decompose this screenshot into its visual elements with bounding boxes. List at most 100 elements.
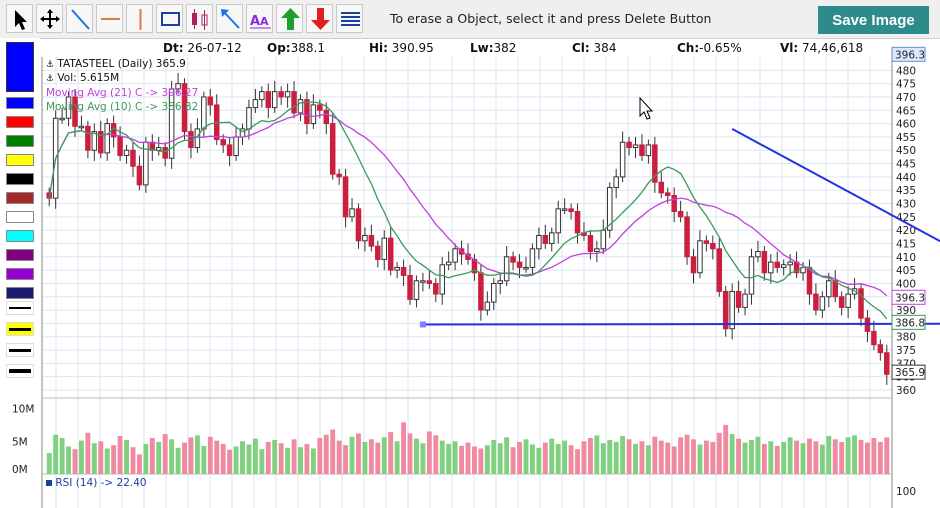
- volume-bar: [407, 433, 413, 474]
- candle-body: [445, 261, 452, 266]
- rectangle-tool[interactable]: [156, 4, 183, 33]
- volume-bar: [633, 443, 638, 474]
- volume-bar: [826, 436, 832, 474]
- volume-bar: [607, 439, 613, 474]
- volume-bar: [201, 445, 207, 474]
- volume-bar: [46, 453, 52, 474]
- volume-bar: [214, 440, 220, 474]
- horizontal-line-icon: [101, 18, 120, 20]
- volume-bar: [298, 447, 303, 474]
- volume-bar: [562, 440, 568, 474]
- color-swatch[interactable]: [6, 268, 34, 280]
- candle-body: [278, 91, 284, 98]
- line-style-thick-black[interactable]: [6, 364, 34, 378]
- volume-bar: [85, 432, 91, 474]
- volume-bar: [761, 443, 767, 474]
- color-swatch[interactable]: [6, 287, 34, 299]
- price-tick-label: 415: [896, 238, 916, 250]
- candle-body: [626, 141, 632, 149]
- color-swatch[interactable]: [6, 97, 34, 109]
- volume-bar: [207, 436, 213, 474]
- price-badge-top: 396.3: [895, 49, 925, 61]
- volume-bar: [53, 434, 59, 474]
- candle-body: [645, 144, 652, 157]
- volume-bar: [600, 443, 606, 474]
- save-image-button[interactable]: Save Image: [818, 6, 929, 34]
- line-style-medium-black[interactable]: [6, 343, 34, 357]
- ohlc-info-bar: Dt: 26-07-12 Op:388.1 Hi: 390.95 Lw:382 …: [160, 40, 890, 57]
- volume-bar: [742, 442, 748, 474]
- volume-bar: [310, 448, 316, 474]
- up-arrow-tool[interactable]: [276, 4, 303, 33]
- line-style-thin-black[interactable]: [6, 301, 34, 315]
- horizontal-line-tool[interactable]: [96, 4, 123, 33]
- volume-bar: [66, 446, 71, 474]
- color-swatch[interactable]: [6, 192, 34, 204]
- price-tick-label: 420: [896, 225, 916, 237]
- arrow-line-tool[interactable]: [216, 4, 243, 33]
- legend-rsi: RSI (14) -> 22.40: [46, 477, 147, 489]
- line-style-thick-yellow[interactable]: [6, 322, 34, 336]
- volume-bar: [555, 443, 561, 474]
- volume-bar: [865, 442, 870, 474]
- volume-bar: [884, 437, 890, 474]
- volume-bar: [645, 445, 651, 474]
- volume-bar: [877, 441, 883, 474]
- color-swatch[interactable]: [6, 173, 34, 185]
- candle-body: [336, 173, 342, 178]
- color-swatch[interactable]: [6, 211, 34, 223]
- candle-body: [510, 256, 516, 263]
- legend-volume: ⚓ Vol: 5.615M: [46, 72, 120, 84]
- volume-bar: [59, 438, 65, 474]
- candle-body: [703, 240, 710, 244]
- volume-bar: [529, 444, 535, 474]
- volume-bar: [729, 434, 735, 474]
- color-palette: [0, 38, 40, 508]
- candle-body: [710, 242, 716, 250]
- candle-tool[interactable]: [186, 4, 213, 33]
- trendline-tool[interactable]: [66, 4, 93, 33]
- pointer-tool[interactable]: [6, 4, 33, 33]
- rectangle-icon: [161, 12, 180, 26]
- fibonacci-tool[interactable]: [336, 4, 363, 33]
- volume-bar: [626, 439, 632, 474]
- legend-ma21: Moving Avg (21) C -> 396.27: [46, 87, 199, 99]
- color-swatch[interactable]: [6, 154, 34, 166]
- volume-bar: [549, 438, 555, 474]
- color-swatch[interactable]: [6, 135, 34, 147]
- selected-color-swatch[interactable]: [6, 42, 34, 92]
- candle-body: [858, 288, 864, 319]
- svg-text:A: A: [260, 15, 269, 28]
- volume-bar: [426, 431, 432, 474]
- volume-bar: [465, 442, 471, 474]
- down-arrow-icon: [311, 8, 330, 30]
- up-arrow-icon: [281, 8, 300, 30]
- color-swatch[interactable]: [6, 249, 34, 261]
- volume-bar: [78, 440, 84, 474]
- price-tick-label: 360: [896, 385, 916, 397]
- pan-tool[interactable]: [36, 4, 63, 33]
- candle-body: [297, 99, 304, 114]
- volume-bar: [813, 441, 819, 474]
- vertical-line-tool[interactable]: [126, 4, 153, 33]
- volume-tick-label: 10M: [12, 404, 34, 416]
- price-badge-last: 365.9: [895, 367, 925, 379]
- candle-body: [555, 208, 561, 234]
- color-swatch[interactable]: [6, 116, 34, 128]
- candle-body: [639, 144, 645, 157]
- volume-bar: [381, 437, 387, 474]
- down-arrow-tool[interactable]: [306, 4, 333, 33]
- candle-body: [690, 256, 697, 274]
- volume-bar: [130, 447, 136, 474]
- candle-body: [826, 280, 832, 298]
- color-swatch[interactable]: [6, 230, 34, 242]
- volume-bar: [394, 441, 400, 474]
- candle-body: [877, 344, 884, 354]
- candle-body: [568, 208, 574, 213]
- volume-bar: [613, 441, 619, 474]
- volume-bar: [278, 443, 284, 474]
- candle-body: [59, 117, 65, 121]
